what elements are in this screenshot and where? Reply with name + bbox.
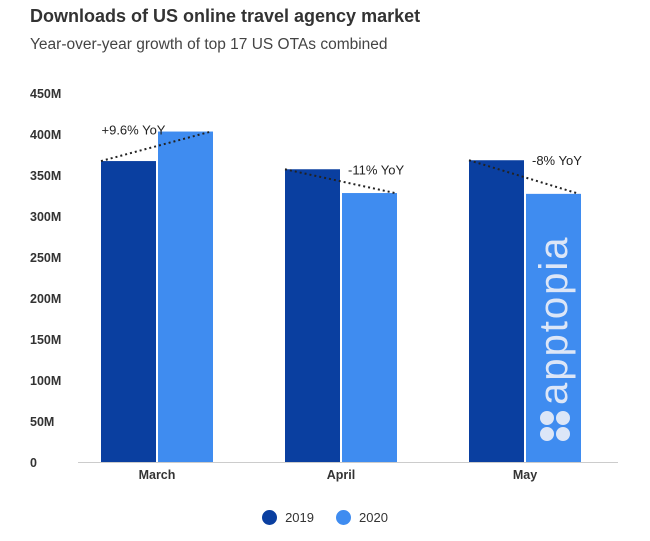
x-tick-label: May — [513, 468, 537, 482]
bar-march-2019 — [101, 161, 156, 462]
yoy-connector-line — [100, 130, 212, 163]
yoy-connector-line — [284, 168, 396, 195]
bar-april-2019 — [285, 169, 340, 462]
legend-item-2019[interactable]: 2019 — [262, 510, 314, 525]
bar-april-2020 — [342, 193, 397, 463]
y-tick-label: 300M — [30, 210, 61, 224]
watermark: apptopia — [532, 236, 576, 405]
y-tick-label: 50M — [30, 415, 54, 429]
yoy-annotation: -11% YoY — [348, 162, 404, 177]
watermark-logo-icon — [540, 427, 554, 441]
y-tick-label: 350M — [30, 169, 61, 183]
x-tick-label: March — [139, 468, 176, 482]
y-tick-label: 250M — [30, 251, 61, 265]
y-tick-label: 400M — [30, 128, 61, 142]
bar-chart: 0 50M 100M 150M 200M 250M 300M 350M 400M 450M Marc… — [30, 87, 618, 482]
legend-swatch-2019 — [262, 510, 278, 525]
y-tick-label: 450M — [30, 87, 61, 101]
legend-swatch-2020 — [336, 510, 351, 525]
y-tick-label: 200M — [30, 292, 61, 306]
bar-may-2019 — [469, 160, 524, 463]
y-tick-label: 0 — [30, 456, 37, 470]
x-tick-label: April — [327, 468, 355, 482]
bar-march-2020 — [158, 131, 213, 463]
yoy-annotation: -8% YoY — [532, 153, 582, 168]
chart-title: Downloads of US online travel agency mar… — [30, 6, 421, 26]
y-tick-label: 100M — [30, 374, 61, 388]
yoy-annotation: +9.6% YoY — [102, 123, 166, 138]
legend-item-2020[interactable]: 2020 — [336, 510, 388, 525]
legend-label-2019: 2019 — [285, 510, 314, 525]
y-tick-label: 150M — [30, 333, 61, 347]
chart-subtitle: Year-over-year growth of top 17 US OTAs … — [30, 36, 388, 53]
legend-label-2020: 2020 — [359, 510, 388, 525]
yoy-connector-line — [468, 159, 580, 195]
watermark-logo-icon — [556, 427, 570, 441]
watermark-logo-icon — [556, 411, 570, 425]
legend: 2019 2020 — [0, 510, 650, 525]
watermark-logo-icon — [540, 411, 554, 425]
